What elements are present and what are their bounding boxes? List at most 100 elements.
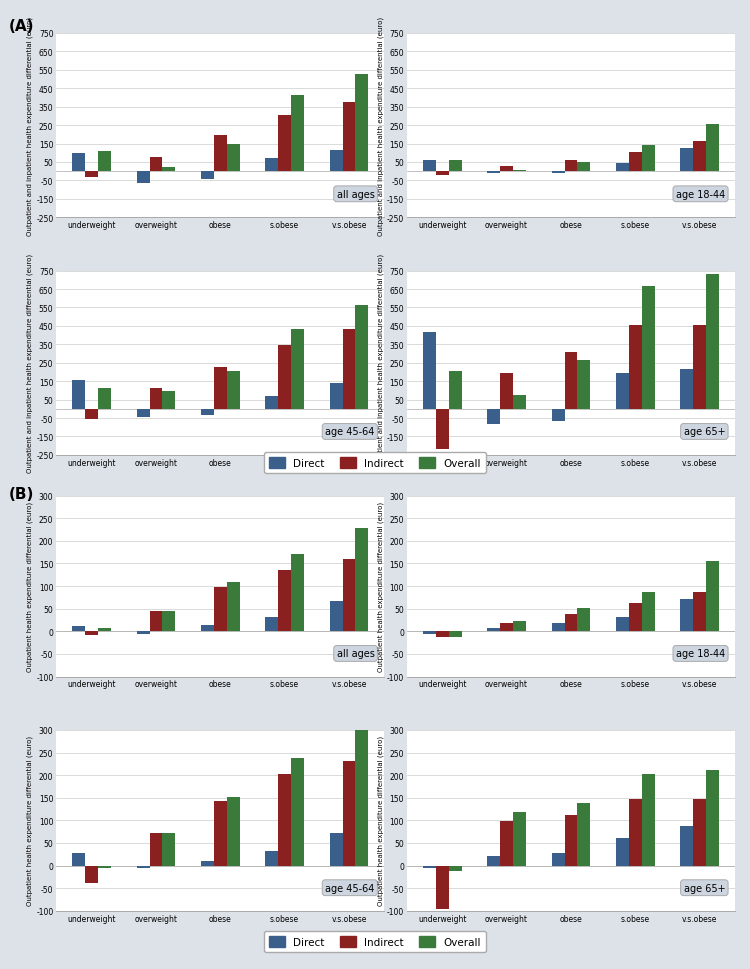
Bar — [500, 373, 513, 409]
Bar — [330, 384, 343, 409]
Bar — [706, 275, 719, 409]
Bar — [356, 730, 368, 865]
Bar — [628, 798, 642, 865]
Bar — [98, 389, 111, 409]
Bar — [680, 826, 693, 865]
Bar — [488, 856, 500, 865]
Text: (B): (B) — [9, 486, 34, 501]
Bar — [436, 632, 448, 637]
Bar — [500, 167, 513, 172]
Bar — [513, 622, 526, 632]
Bar — [149, 158, 163, 172]
Bar — [214, 588, 226, 632]
Y-axis label: Outpatient health expenditure differential (euro): Outpatient health expenditure differenti… — [27, 502, 34, 672]
Bar — [616, 837, 628, 865]
Bar — [291, 758, 304, 865]
Y-axis label: Outpatient and inpatient health expenditure differential (euro): Outpatient and inpatient health expendit… — [377, 254, 384, 473]
Bar — [163, 833, 176, 865]
Text: all ages: all ages — [337, 649, 374, 659]
Bar — [201, 172, 214, 180]
Bar — [680, 599, 693, 632]
Bar — [149, 611, 163, 632]
Bar — [565, 353, 578, 409]
Bar — [693, 798, 706, 865]
Bar — [706, 125, 719, 172]
Bar — [266, 617, 278, 632]
Bar — [291, 555, 304, 632]
Text: age 45-64: age 45-64 — [326, 427, 374, 437]
Bar — [98, 865, 111, 868]
Bar — [72, 626, 86, 632]
Bar — [226, 797, 239, 865]
Bar — [149, 833, 163, 865]
Y-axis label: Outpatient health expenditure differential (euro): Outpatient health expenditure differenti… — [377, 735, 384, 905]
Bar — [343, 559, 355, 632]
Bar — [226, 145, 239, 172]
Bar — [86, 632, 98, 636]
Bar — [488, 172, 500, 174]
Bar — [136, 172, 149, 184]
Bar — [226, 372, 239, 409]
Bar — [356, 305, 368, 409]
Bar — [448, 161, 461, 172]
Text: age 45-64: age 45-64 — [326, 883, 374, 892]
Bar — [565, 815, 578, 865]
Bar — [214, 801, 226, 865]
Bar — [163, 611, 176, 632]
Text: age 18-44: age 18-44 — [676, 649, 725, 659]
Bar — [693, 592, 706, 632]
Bar — [136, 409, 149, 418]
Bar — [628, 153, 642, 172]
Bar — [680, 149, 693, 172]
Bar — [266, 851, 278, 865]
Bar — [266, 396, 278, 409]
Bar — [448, 865, 461, 871]
Bar — [616, 373, 628, 409]
Bar — [291, 96, 304, 172]
Bar — [278, 571, 291, 632]
Bar — [72, 381, 86, 409]
Bar — [201, 626, 214, 632]
Bar — [356, 76, 368, 172]
Bar — [201, 409, 214, 416]
Bar — [291, 329, 304, 409]
Text: age 65+: age 65+ — [683, 883, 725, 892]
Bar — [201, 861, 214, 865]
Text: age 65+: age 65+ — [683, 427, 725, 437]
Text: age 18-44: age 18-44 — [676, 190, 725, 200]
Bar — [706, 562, 719, 632]
Text: (A): (A) — [9, 19, 34, 34]
Bar — [628, 604, 642, 632]
Y-axis label: Outpatient and inpatient health expenditure differential (euro): Outpatient and inpatient health expendit… — [27, 16, 34, 235]
Bar — [423, 333, 436, 409]
Bar — [552, 853, 565, 865]
Bar — [642, 774, 655, 865]
Bar — [226, 583, 239, 632]
Bar — [628, 326, 642, 409]
Legend: Direct, Indirect, Overall: Direct, Indirect, Overall — [264, 453, 486, 474]
Bar — [98, 628, 111, 632]
Bar — [706, 770, 719, 865]
Bar — [136, 632, 149, 634]
Bar — [448, 372, 461, 409]
Bar — [330, 601, 343, 632]
Bar — [513, 171, 526, 172]
Bar — [98, 152, 111, 172]
Bar — [214, 368, 226, 409]
Bar — [343, 103, 355, 172]
Bar — [565, 161, 578, 172]
Bar — [330, 151, 343, 172]
Bar — [423, 632, 436, 634]
Bar — [513, 395, 526, 409]
Bar — [642, 146, 655, 172]
Bar — [565, 614, 578, 632]
Bar — [136, 865, 149, 868]
Bar — [86, 409, 98, 420]
Bar — [616, 617, 628, 632]
Bar — [488, 628, 500, 632]
Bar — [552, 172, 565, 174]
Bar — [278, 774, 291, 865]
Bar — [680, 370, 693, 409]
Bar — [278, 116, 291, 172]
Bar — [436, 409, 448, 450]
